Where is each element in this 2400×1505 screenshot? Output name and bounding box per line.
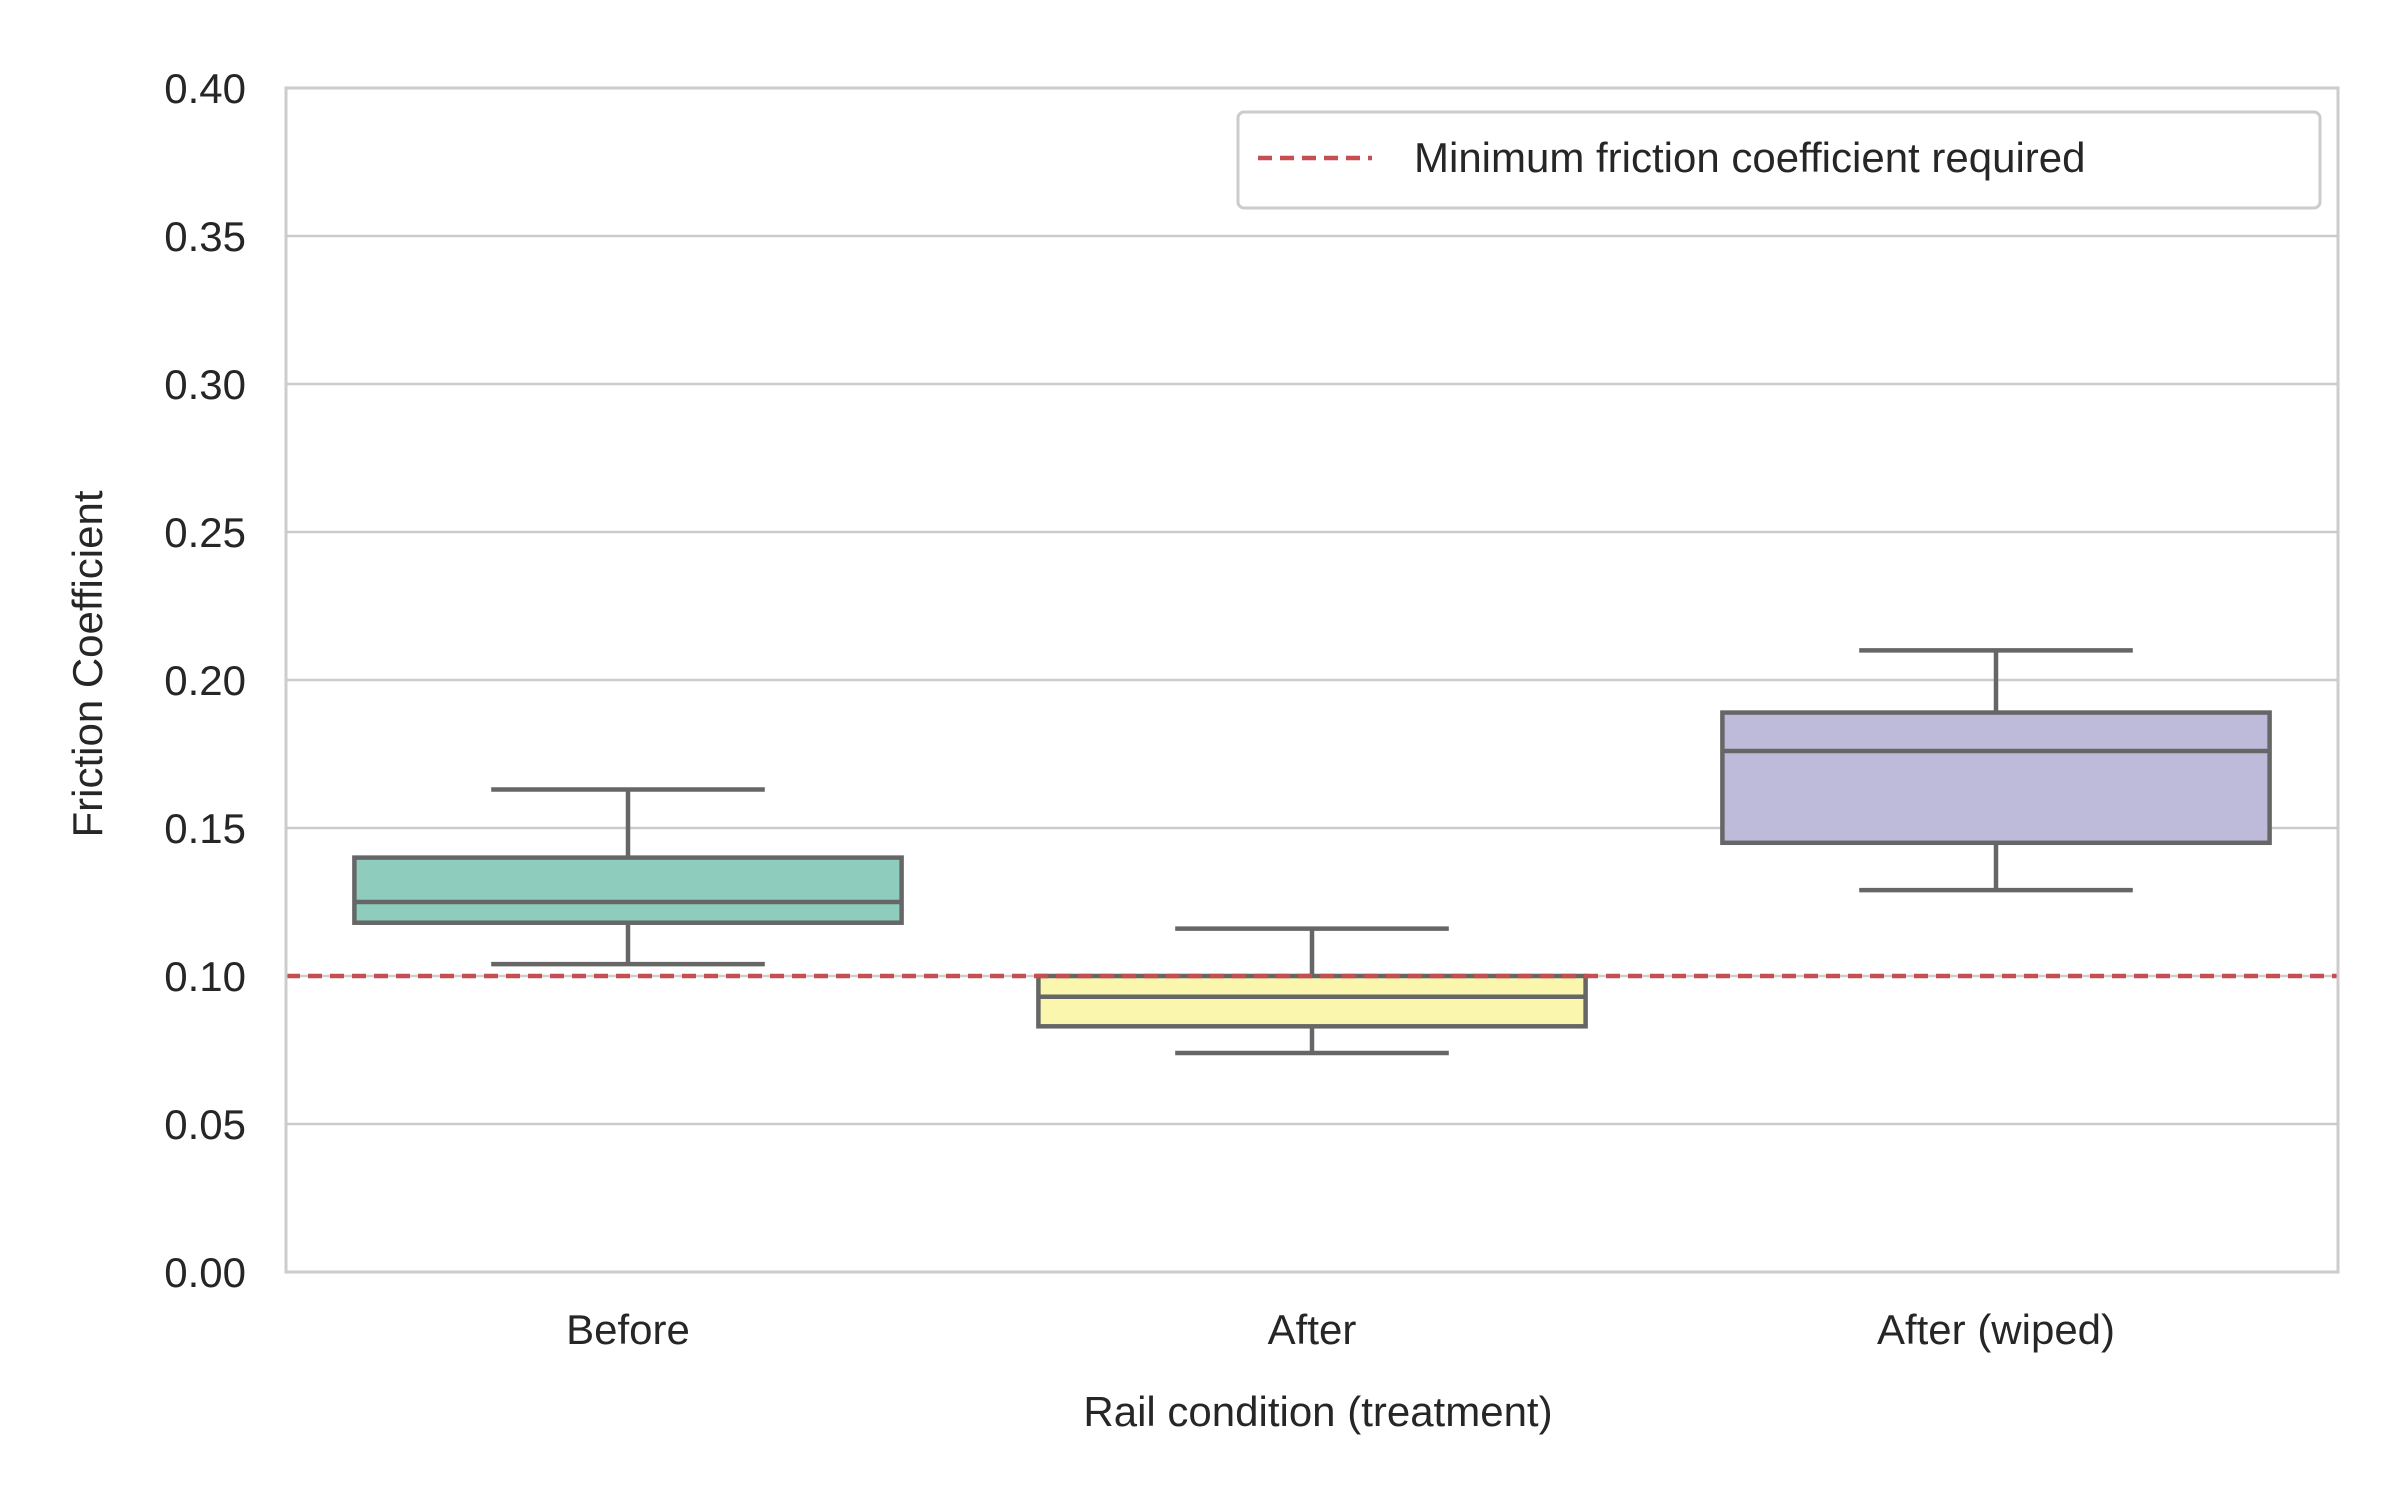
- box-iqr: [1720, 710, 2272, 846]
- x-tick-label: After: [1268, 1306, 1357, 1353]
- y-tick-label: 0.20: [164, 657, 246, 704]
- legend-label: Minimum friction coefficient required: [1414, 134, 2086, 181]
- x-axis-title: Rail condition (treatment): [1083, 1388, 1552, 1435]
- y-tick-label: 0.00: [164, 1249, 246, 1296]
- y-tick-label: 0.30: [164, 361, 246, 408]
- y-axis-title: Friction Coefficient: [64, 490, 111, 837]
- y-tick-label: 0.35: [164, 213, 246, 260]
- x-tick-label: After (wiped): [1877, 1306, 2115, 1353]
- legend-frame: [1236, 110, 2322, 210]
- box-after-wiped: [1720, 648, 2272, 893]
- y-tick-label: 0.10: [164, 953, 246, 1000]
- axes-frame: [284, 86, 2340, 1274]
- axes: 0.00 0.05 0.10 0.15 0.20 0.25 0.30 0.35 0.40 Befo…: [164, 65, 2340, 1353]
- box-iqr: [1036, 973, 1588, 1029]
- legend: Minimum friction coefficient required: [1236, 110, 2322, 210]
- y-tick-label: 0.05: [164, 1101, 246, 1148]
- box-after: [1036, 926, 1588, 1056]
- y-tick-label: 0.15: [164, 805, 246, 852]
- y-tick-label: 0.25: [164, 509, 246, 556]
- y-tick-label: 0.40: [164, 65, 246, 112]
- plot-area: [286, 648, 2338, 1056]
- box-iqr: [352, 855, 904, 925]
- grid-lines: [286, 86, 2338, 1274]
- box-before: [352, 787, 904, 967]
- x-tick-label: Before: [566, 1306, 690, 1353]
